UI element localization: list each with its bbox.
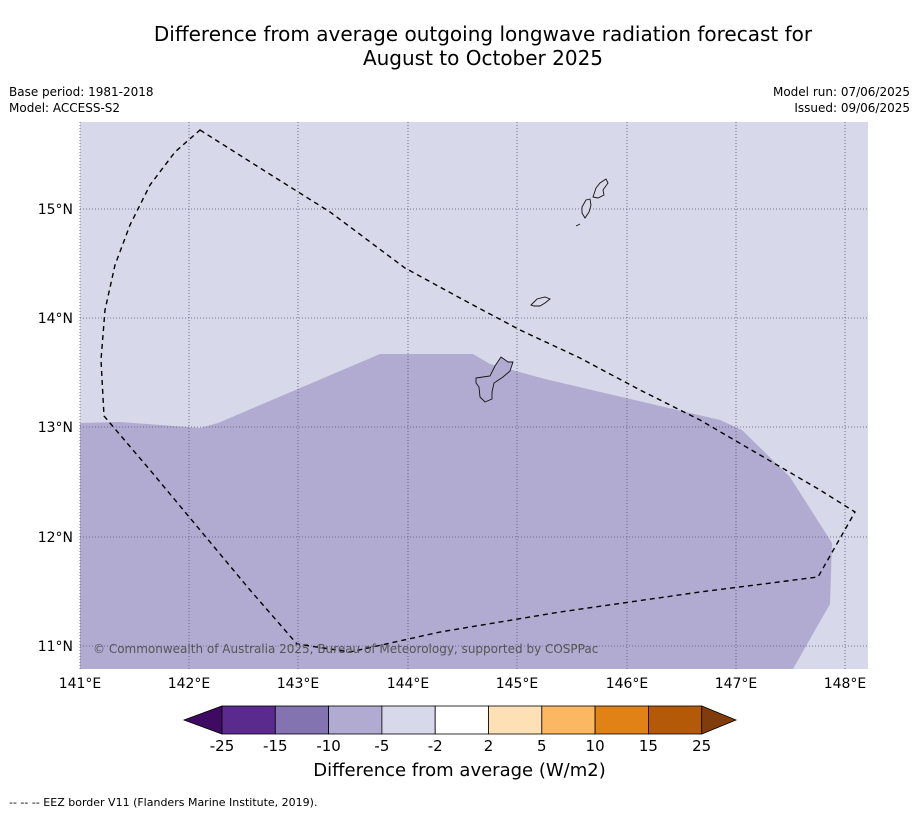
colorbar-tick-label: 2 — [484, 737, 494, 755]
colorbar-segment — [488, 705, 543, 735]
copyright-notice: © Commonwealth of Australia 2025, Bureau… — [93, 642, 598, 656]
colorbar-tick-label: 10 — [586, 737, 605, 755]
graticule — [79, 122, 868, 669]
colorbar-tick-label: -25 — [210, 737, 235, 755]
lon-tick-label: 148°E — [824, 676, 867, 692]
colorbar-segment — [274, 705, 329, 735]
colorbar-tick-label: -2 — [428, 737, 443, 755]
eez-border — [100, 129, 856, 653]
lon-tick-label: 146°E — [606, 676, 649, 692]
colorbar-extend-low — [182, 705, 223, 735]
model-name: Model: ACCESS-S2 — [9, 101, 121, 115]
colorbar-extend-high — [701, 705, 738, 735]
title-line-1: Difference from average outgoing longwav… — [153, 22, 813, 46]
colorbar-tick-label: -15 — [263, 737, 288, 755]
lon-tick-label: 143°E — [277, 676, 320, 692]
islands — [475, 178, 609, 403]
lat-tick-label: 13°N — [38, 420, 73, 436]
lon-tick-labels: 141°E 142°E 143°E 144°E 145°E 146°E 147°… — [59, 676, 867, 692]
eez-footnote: -- -- -- EEZ border V11 (Flanders Marine… — [9, 796, 318, 809]
colorbar-segment — [221, 705, 276, 735]
lat-tick-labels: 15°N 14°N 13°N 12°N 11°N — [38, 202, 73, 655]
colorbar-segment — [648, 705, 703, 735]
lat-tick-label: 12°N — [38, 530, 73, 546]
colorbar-tick-label: -5 — [374, 737, 389, 755]
island-guam — [475, 356, 514, 403]
lon-tick-label: 145°E — [496, 676, 539, 692]
colorbar-segment — [541, 705, 596, 735]
island-aguijan — [575, 223, 581, 227]
lat-tick-label: 15°N — [38, 202, 73, 218]
meta-left: Base period: 1981-2018 Model: ACCESS-S2 — [9, 84, 154, 116]
colorbar-labels: -25 -15 -10 -5 -2 2 5 10 15 25 — [210, 737, 711, 755]
island-tinian — [581, 198, 592, 219]
anomaly-region-medium — [80, 354, 832, 669]
meta-right: Model run: 07/06/2025 Issued: 09/06/2025 — [773, 84, 910, 116]
island-saipan — [592, 178, 609, 199]
model-run: Model run: 07/06/2025 — [772, 85, 910, 99]
colorbar-segment — [594, 705, 649, 735]
title-line-2: August to October 2025 — [362, 46, 604, 70]
base-period: Base period: 1981-2018 — [9, 85, 154, 99]
lon-tick-label: 147°E — [715, 676, 758, 692]
colorbar-tick-label: -10 — [316, 737, 341, 755]
colorbar-title: Difference from average (W/m2) — [313, 760, 606, 781]
colorbar-segment — [328, 705, 383, 735]
colorbar-tick-label: 5 — [537, 737, 547, 755]
lon-tick-label: 142°E — [168, 676, 211, 692]
lat-tick-label: 11°N — [38, 639, 73, 655]
colorbar-tick-label: 15 — [639, 737, 658, 755]
chart-title: Difference from average outgoing longwav… — [0, 22, 919, 70]
colorbar — [182, 705, 738, 735]
issued-date: Issued: 09/06/2025 — [794, 101, 910, 115]
colorbar-tick-label: 25 — [692, 737, 711, 755]
island-rota — [530, 296, 551, 307]
lat-tick-label: 14°N — [38, 311, 73, 327]
lon-tick-label: 144°E — [387, 676, 430, 692]
colorbar-segment — [434, 705, 489, 735]
colorbar-segment — [381, 705, 436, 735]
lon-tick-label: 141°E — [59, 676, 102, 692]
